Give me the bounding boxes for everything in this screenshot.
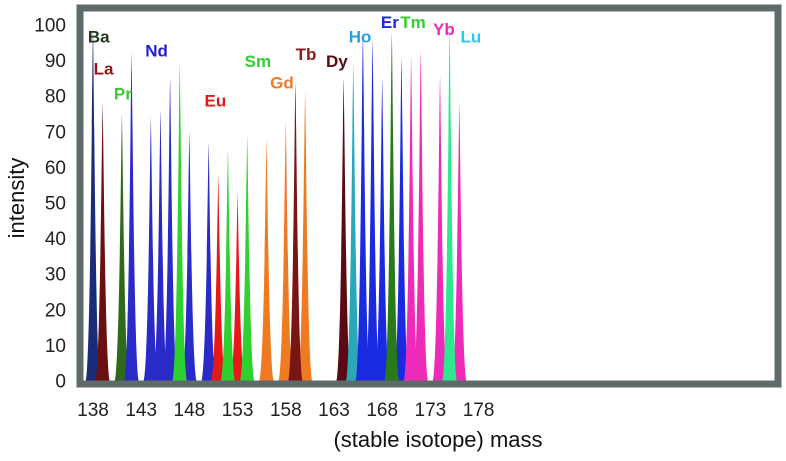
element-label-la: La [94, 59, 114, 78]
y-tick-label: 70 [45, 122, 66, 143]
element-label-sm: Sm [245, 52, 271, 71]
peak-nd-142 [124, 52, 140, 382]
element-label-ho: Ho [349, 27, 372, 46]
peak-eu-151 [210, 174, 226, 382]
element-label-er: Er [381, 13, 399, 32]
x-tick-label: 138 [77, 400, 109, 421]
peak-layer [85, 28, 467, 383]
peak-yb-176 [451, 102, 467, 382]
element-label-eu: Eu [205, 91, 227, 110]
peak-nd-148 [181, 131, 197, 382]
plot-frame [76, 4, 782, 388]
peak-pr-141 [114, 113, 130, 382]
y-tick-label: 10 [45, 336, 66, 357]
element-label-yb: Yb [433, 20, 455, 39]
peak-sm-154 [239, 134, 255, 382]
x-tick-label: 153 [222, 400, 254, 421]
y-tick-label: 20 [45, 300, 66, 321]
y-tick-label: 90 [45, 51, 66, 72]
peak-gd-158 [278, 120, 294, 383]
peak-yb-172 [413, 49, 429, 383]
peak-gd-156 [259, 138, 275, 382]
y-tick-label: 0 [55, 372, 66, 393]
x-tick-label: 168 [366, 400, 398, 421]
y-axis-ticks: 0 10 20 30 40 50 60 70 80 90 100 [34, 16, 66, 393]
peak-nd-145 [152, 109, 168, 382]
peak-eu-153 [230, 191, 246, 382]
peak-er-170 [393, 56, 409, 382]
x-tick-label: 163 [318, 400, 350, 421]
y-tick-label: 40 [45, 229, 66, 250]
peak-ba-138 [85, 28, 101, 383]
peak-tm-169 [384, 31, 400, 383]
peak-ho-165 [345, 63, 361, 382]
x-tick-label: 143 [125, 400, 157, 421]
peak-nd-144 [143, 117, 159, 382]
peak-lu-175 [442, 28, 458, 383]
y-tick-label: 100 [34, 16, 66, 37]
peak-nd-150 [201, 141, 217, 382]
peak-yb-174 [432, 74, 448, 382]
peak-yb-171 [403, 56, 419, 382]
peak-tb-159 [287, 81, 303, 383]
peak-gd-160 [297, 92, 313, 382]
peak-er-166 [355, 31, 371, 383]
peak-nd-146 [162, 77, 178, 383]
peak-la-139 [95, 102, 111, 382]
peak-dy-164 [336, 77, 352, 383]
x-tick-label: 158 [270, 400, 302, 421]
element-label-tb: Tb [296, 45, 317, 64]
peak-er-167 [365, 38, 381, 383]
y-axis-title: intensity [4, 158, 29, 239]
element-label-gd: Gd [270, 74, 294, 93]
x-tick-label: 148 [174, 400, 206, 421]
peak-sm-147 [172, 63, 188, 382]
element-label-nd: Nd [145, 42, 168, 61]
element-label-dy: Dy [326, 52, 348, 71]
element-label-lu: Lu [460, 27, 481, 46]
x-tick-label: 178 [463, 400, 495, 421]
peak-sm-152 [220, 149, 236, 382]
peak-er-168 [374, 77, 390, 383]
y-tick-label: 80 [45, 87, 66, 108]
y-tick-label: 60 [45, 158, 66, 179]
y-tick-label: 50 [45, 194, 66, 215]
x-axis-ticks: 138 143 148 153 158 163 168 173 178 [77, 400, 494, 421]
element-label-tm: Tm [400, 13, 426, 32]
x-tick-label: 173 [415, 400, 447, 421]
element-label-pr: Pr [114, 84, 132, 103]
element-label-ba: Ba [88, 27, 110, 46]
x-axis-title: (stable isotope) mass [333, 427, 542, 452]
y-tick-label: 30 [45, 265, 66, 286]
